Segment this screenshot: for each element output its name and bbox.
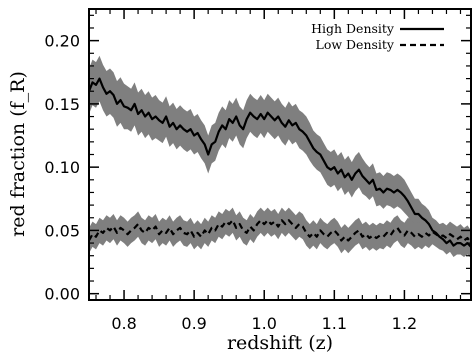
x-tick-label: 1.0 [252, 314, 277, 333]
line-low-density [89, 219, 471, 244]
line-high-density [89, 77, 471, 248]
axis-ticks [89, 9, 471, 300]
x-axis-label: redshift (z) [227, 332, 333, 354]
x-tick-label: 1.1 [322, 314, 347, 333]
tick-labels: 0.8 0.9 1.0 1.1 1.2 0.00 0.05 0.10 0.15 0.20 [44, 32, 417, 333]
band-low-density [89, 207, 471, 256]
x-tick-label: 0.8 [111, 314, 136, 333]
y-tick-label: 0.05 [44, 221, 80, 240]
legend-label-low-density: Low Density [316, 37, 395, 52]
confidence-bands [89, 55, 471, 259]
legend-label-high-density: High Density [311, 21, 395, 36]
x-tick-label: 1.2 [392, 314, 417, 333]
series-lines [89, 77, 471, 248]
legend: High Density Low Density [311, 21, 444, 52]
x-tick-label: 0.9 [181, 314, 206, 333]
y-tick-label: 0.10 [44, 158, 80, 177]
y-axis-label: red fraction (f_R) [7, 71, 29, 237]
plot-frame [88, 8, 472, 301]
y-tick-label: 0.15 [44, 95, 80, 114]
y-tick-label: 0.00 [44, 285, 80, 304]
y-tick-label: 0.20 [44, 32, 80, 51]
